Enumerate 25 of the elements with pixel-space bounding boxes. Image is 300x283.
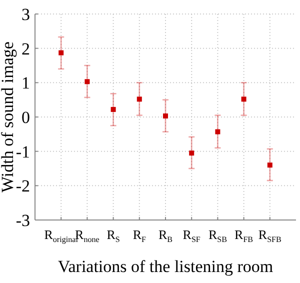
- point: [189, 150, 194, 156]
- y-axis-title: Width of sound image: [0, 42, 17, 192]
- y-tick-label: -2: [16, 176, 30, 196]
- x-tick-label: R$_{SF}$: [182, 227, 201, 244]
- x-tick-label: R$_{FB}$: [234, 227, 254, 244]
- y-tick-label: 0: [22, 108, 30, 127]
- y-tick-label: 2: [22, 39, 30, 58]
- x-tick-label: R$_{SFB}$: [258, 227, 282, 244]
- y-tick-label: -3: [16, 210, 30, 230]
- x-axis-title: Variations of the listening room: [58, 257, 274, 276]
- point: [163, 113, 168, 118]
- y-tick-label: -1: [16, 142, 30, 162]
- point: [58, 50, 64, 56]
- point: [241, 96, 246, 102]
- point: [84, 79, 90, 84]
- point: [110, 106, 116, 112]
- y-tick-label: 3: [22, 4, 30, 24]
- point: [136, 96, 142, 102]
- point: [215, 129, 220, 134]
- x-tick-label: R$_{B}$: [158, 227, 173, 244]
- x-tick-label: R$_{S}$: [106, 227, 120, 244]
- y-tick-label: 1: [22, 74, 30, 93]
- x-tick-label: R$_{SB}$: [208, 227, 227, 244]
- point: [267, 162, 272, 168]
- x-tick-label: R$_{F}$: [132, 227, 146, 244]
